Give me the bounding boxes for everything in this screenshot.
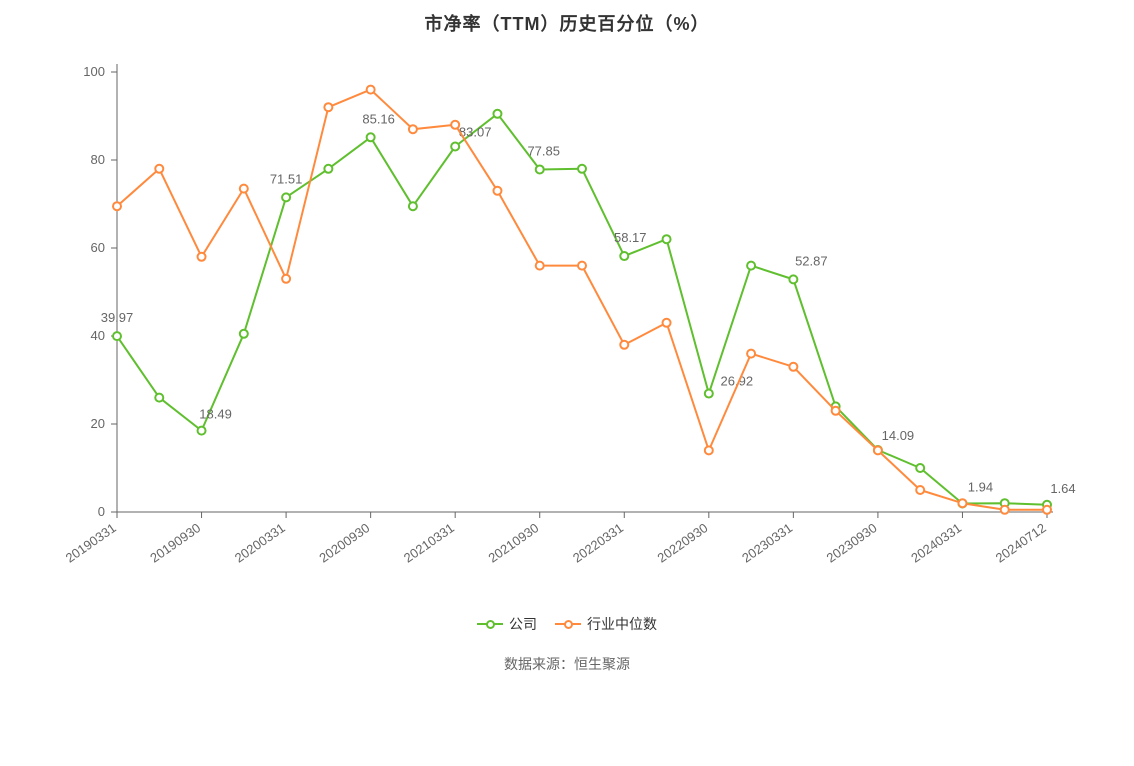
svg-text:39.97: 39.97 — [101, 310, 134, 325]
legend-label-company: 公司 — [509, 614, 537, 634]
svg-text:58.17: 58.17 — [614, 230, 647, 245]
legend-swatch-company — [477, 617, 503, 631]
svg-text:20: 20 — [91, 416, 105, 431]
svg-text:52.87: 52.87 — [795, 253, 828, 268]
svg-text:71.51: 71.51 — [270, 171, 303, 186]
svg-text:1.64: 1.64 — [1050, 481, 1075, 496]
svg-text:40: 40 — [91, 328, 105, 343]
svg-text:0: 0 — [98, 504, 105, 519]
chart-plot-area: 0204060801002019033120190930202003312020… — [37, 42, 1097, 602]
svg-text:60: 60 — [91, 240, 105, 255]
svg-text:80: 80 — [91, 152, 105, 167]
data-source: 数据来源：恒生聚源 — [0, 654, 1134, 674]
chart-title: 市净率（TTM）历史百分位（%） — [0, 0, 1134, 42]
legend-item-median: 行业中位数 — [555, 614, 657, 634]
legend-item-company: 公司 — [477, 614, 537, 634]
svg-text:1.94: 1.94 — [968, 479, 993, 494]
svg-text:18.49: 18.49 — [199, 407, 232, 422]
legend-swatch-median — [555, 617, 581, 631]
legend: 公司 行业中位数 — [0, 614, 1134, 634]
svg-text:85.16: 85.16 — [362, 111, 395, 126]
svg-text:14.09: 14.09 — [882, 428, 915, 443]
svg-text:77.85: 77.85 — [527, 143, 560, 158]
svg-text:100: 100 — [83, 64, 105, 79]
legend-label-median: 行业中位数 — [587, 614, 657, 634]
